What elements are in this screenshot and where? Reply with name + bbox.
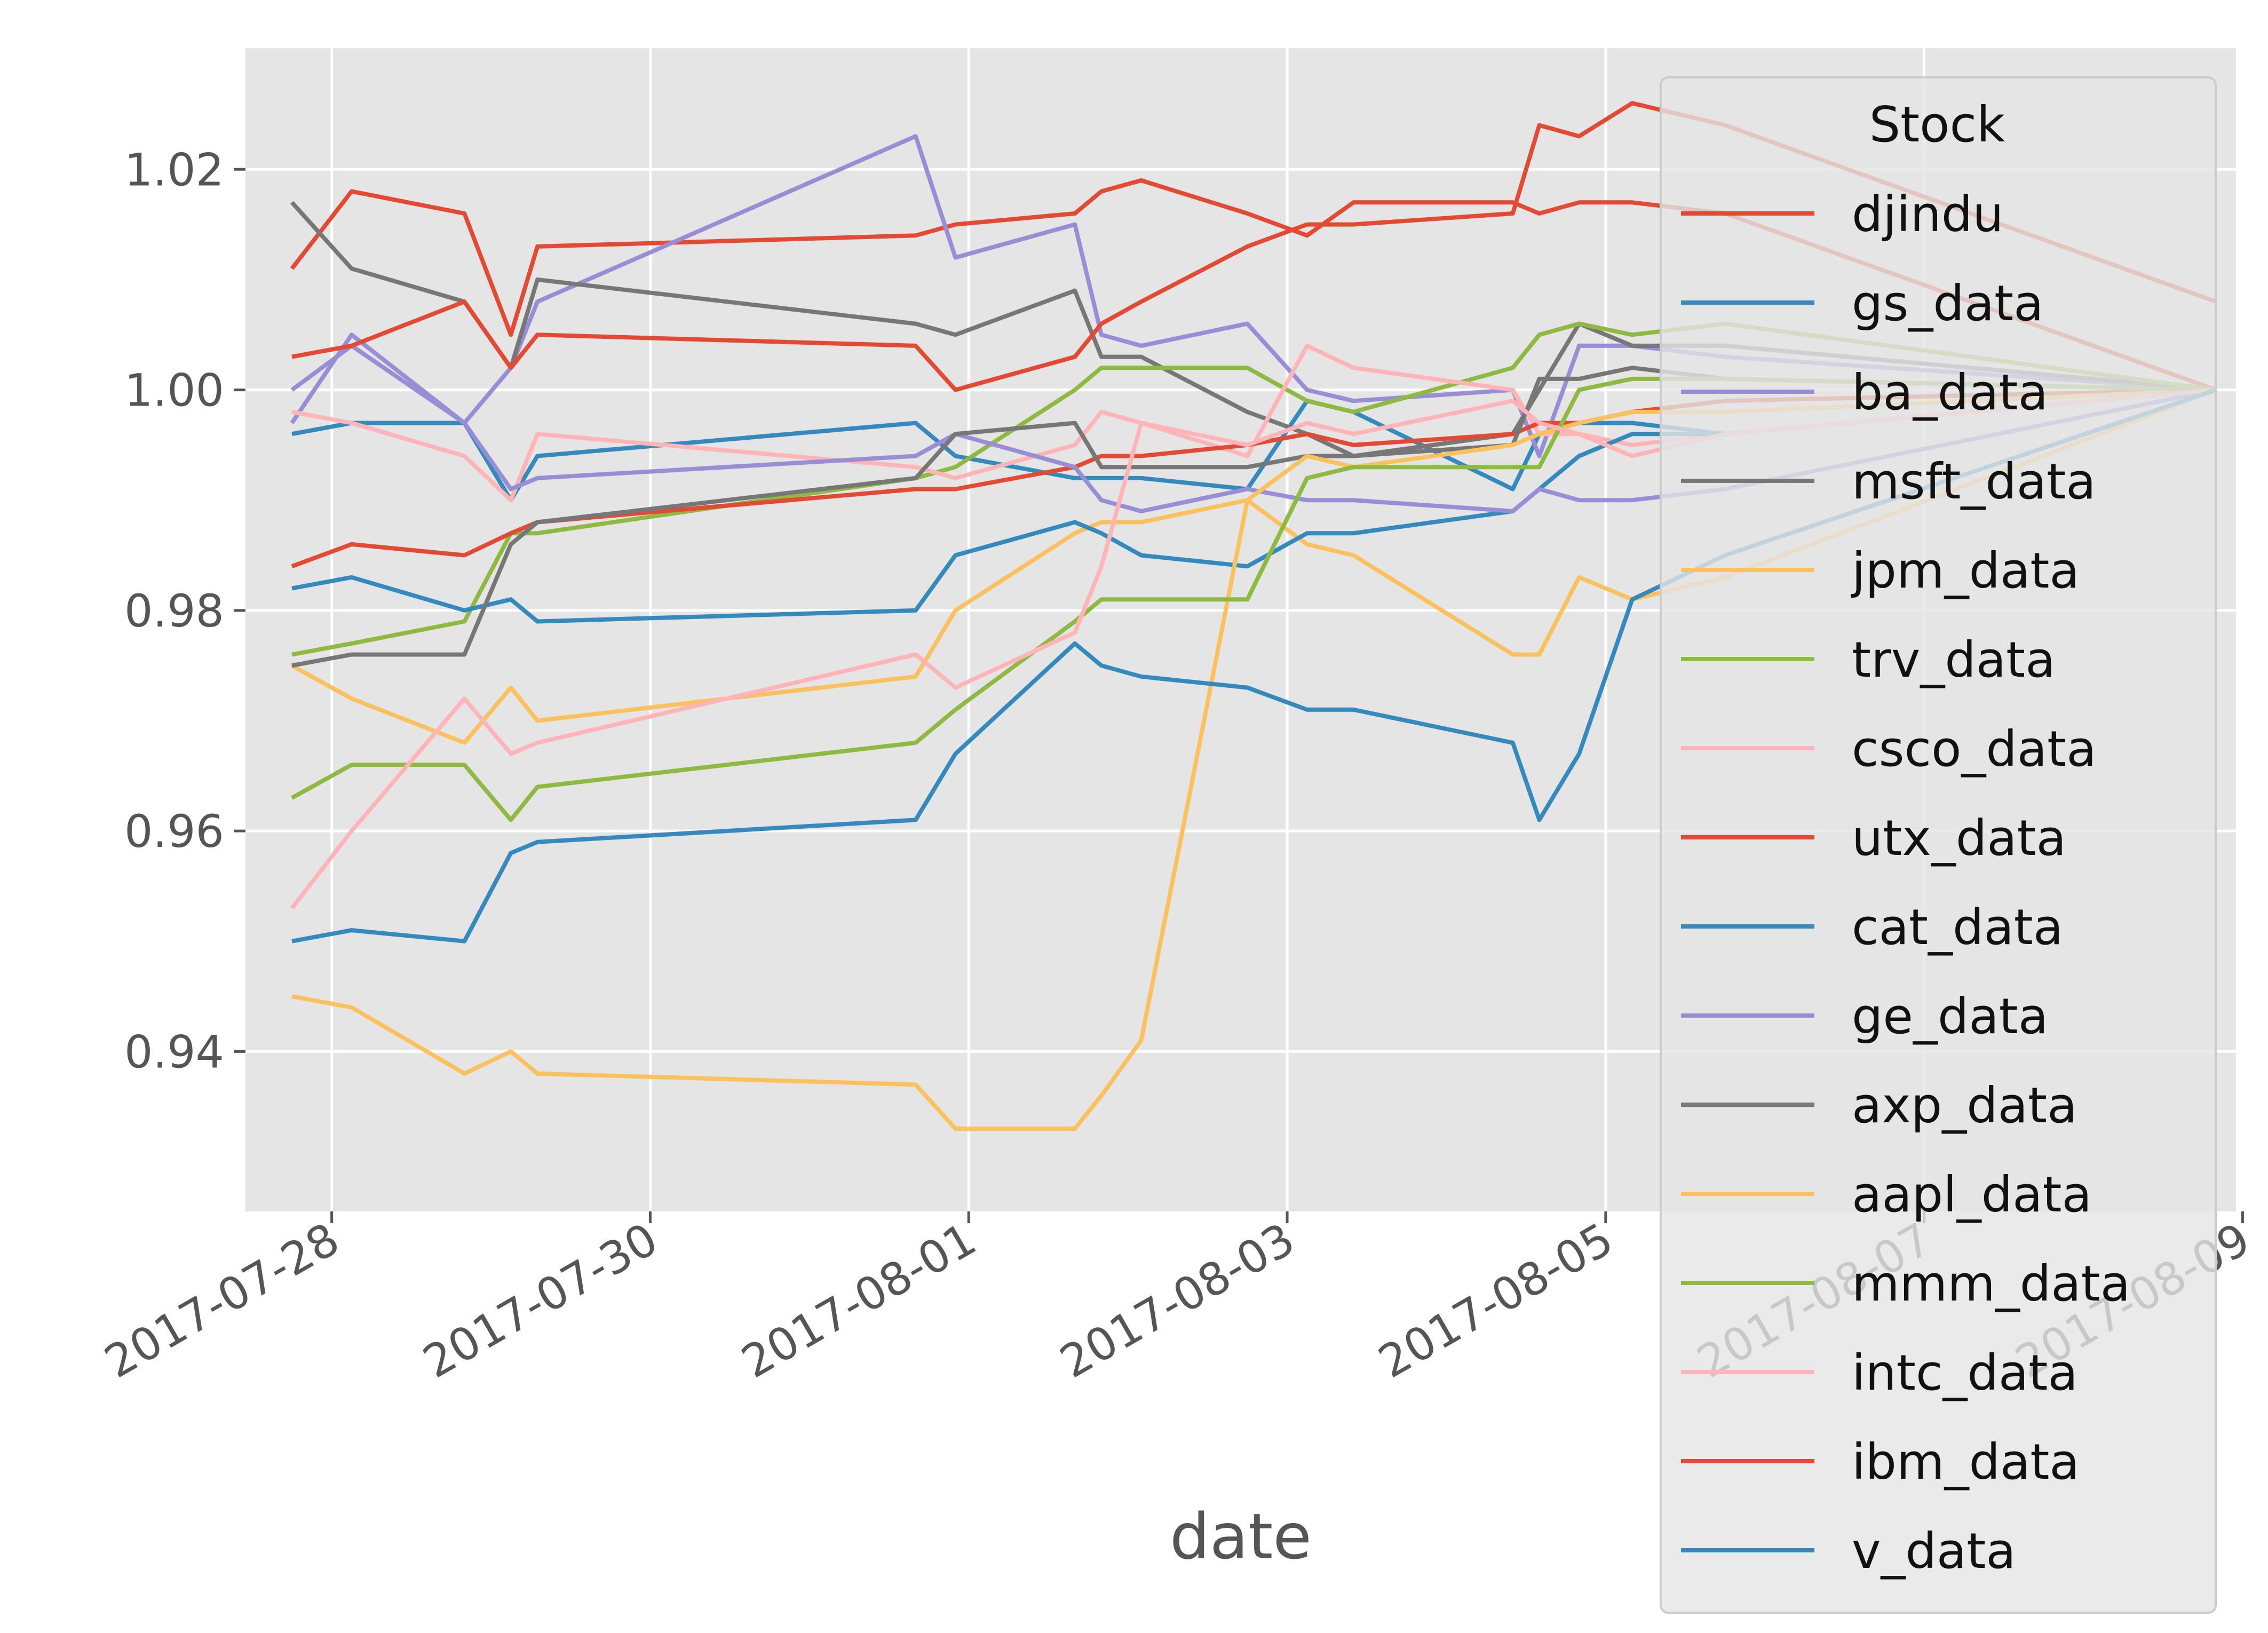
series-line-cat-data (291, 387, 2217, 624)
y-tick-label: 0.98 (124, 585, 224, 637)
series-line-jpm-data (291, 387, 2217, 745)
legend-label: gs_data (1852, 275, 2044, 332)
legend-label: djindu (1852, 186, 2004, 243)
legend-label: utx_data (1852, 810, 2066, 867)
legend-label: msft_data (1852, 453, 2096, 510)
legend-label: aapl_data (1852, 1166, 2092, 1223)
series-lines (290, 101, 2217, 1131)
series-line-v-data (291, 387, 2217, 944)
legend-label: v_data (1852, 1523, 2016, 1580)
series-line-ge-data (290, 343, 2217, 513)
y-tick-label: 1.00 (124, 364, 224, 417)
legend-label: mmm_data (1852, 1255, 2130, 1312)
x-tick-label: 2017-08-05 (1370, 1212, 1622, 1388)
y-tick-label: 1.02 (124, 144, 224, 196)
legend-label: jpm_data (1851, 542, 2080, 599)
legend-label: intc_data (1852, 1344, 2078, 1401)
series-line-mmm-data (291, 376, 2216, 822)
x-tick-label: 2017-07-28 (96, 1212, 348, 1388)
x-axis-label: date (1170, 1500, 1312, 1573)
x-tick-label: 2017-08-03 (1051, 1212, 1303, 1388)
series-line-djindu (290, 178, 2217, 392)
series-line-aapl-data (291, 387, 2216, 1131)
x-tick-label: 2017-08-01 (733, 1212, 985, 1388)
legend-label: ibm_data (1852, 1433, 2080, 1491)
legend-label: cat_data (1852, 899, 2063, 956)
legend-label: axp_data (1852, 1077, 2077, 1134)
legend-label: ge_data (1852, 988, 2048, 1045)
series-line-axp-data (291, 366, 2216, 668)
legend-label: ba_data (1852, 364, 2048, 421)
y-tick-label: 0.94 (124, 1026, 224, 1078)
y-tick-label: 0.96 (124, 805, 224, 858)
legend-box (1660, 76, 2217, 1614)
series-line-ibm-data (291, 101, 2217, 392)
legend-label: trv_data (1852, 631, 2056, 688)
x-tick-label: 2017-07-30 (415, 1212, 667, 1388)
legend: Stock djindu gs_data ba_data msft_data jpm_d… (1660, 76, 2217, 1614)
legend-label: csco_data (1852, 720, 2097, 778)
legend-title: Stock (1869, 96, 2005, 153)
series-line-intc-data (290, 387, 2217, 910)
